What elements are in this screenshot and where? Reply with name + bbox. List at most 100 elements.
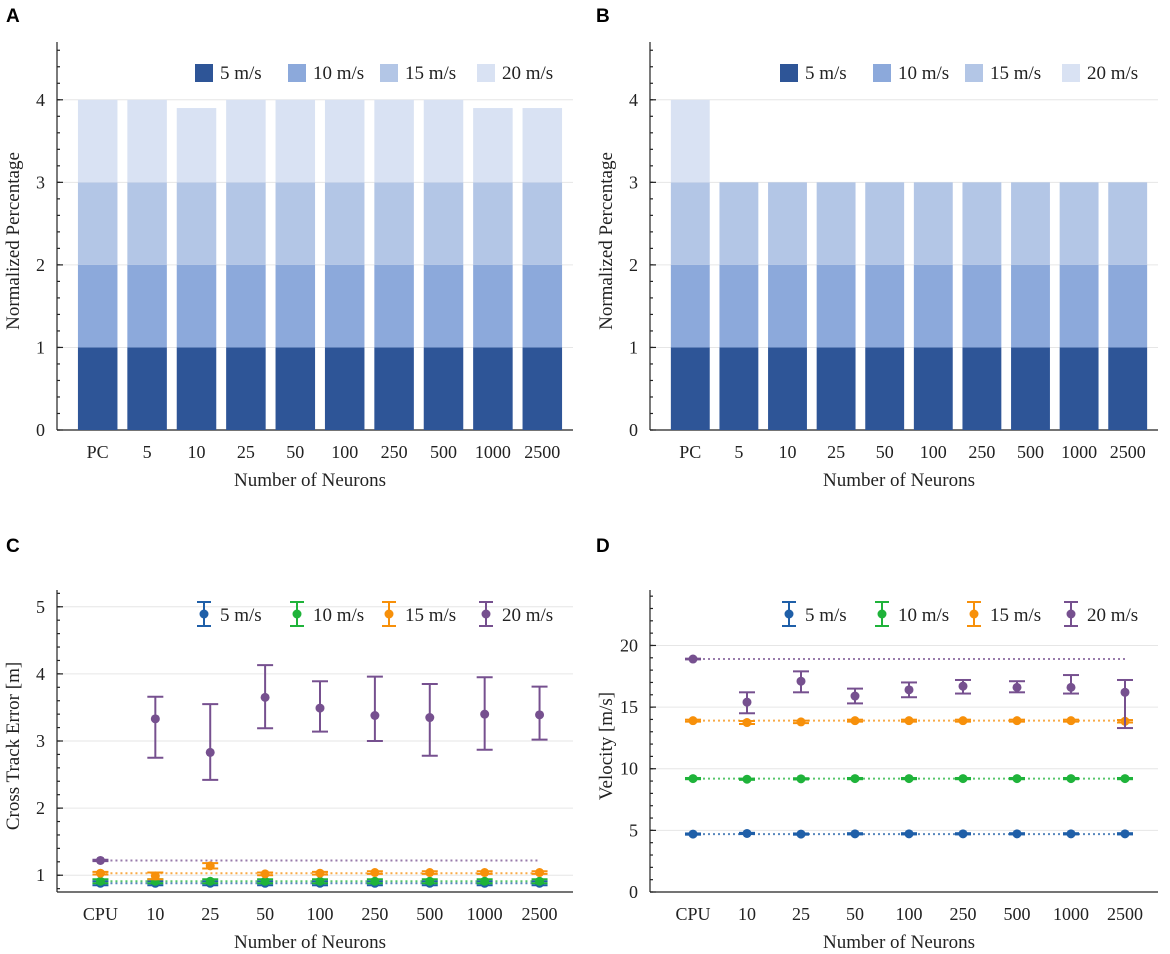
x-axis-title: Number of Neurons (823, 470, 975, 491)
legend-item: 15 m/s (380, 63, 456, 84)
bar-15-m-s (226, 182, 266, 265)
panel-b: B 0 1 2 3 4 PC 5 10 25 50 100 250 500 1000 2500 Number o… (596, 6, 1158, 491)
legend: 5 m/s 10 m/s 15 m/s 20 m/s (782, 601, 1138, 627)
x-axis-title: Number of Neurons (823, 932, 975, 953)
x-tick-label: 500 (1017, 442, 1044, 462)
bar-15-m-s (127, 182, 167, 265)
legend-label: 5 m/s (805, 605, 847, 626)
bar-20-m-s (127, 99, 167, 183)
data-point (260, 692, 270, 702)
y-tick-label: 0 (629, 882, 638, 902)
legend-swatch (288, 64, 306, 82)
bar-15-m-s (77, 182, 118, 265)
y-tick-label: 15 (620, 697, 638, 717)
x-tick-label: 25 (827, 442, 845, 462)
data-point (150, 714, 160, 724)
bar-10-m-s (77, 264, 118, 348)
legend-swatch-dot (481, 609, 491, 619)
legend-swatch-dot (784, 609, 794, 619)
legend-swatch (380, 64, 398, 82)
legend-swatch-dot (969, 609, 979, 619)
bar-15-m-s (275, 182, 316, 265)
x-tick-label: 5 (734, 442, 743, 462)
legend-label: 10 m/s (898, 63, 949, 84)
bar-20-m-s (473, 108, 513, 183)
x-tick-label: 10 (779, 442, 797, 462)
x-tick-label: 25 (237, 442, 255, 462)
bar-5-m-s (768, 347, 807, 430)
legend-swatch-dot (292, 609, 302, 619)
bar-15-m-s (1059, 182, 1099, 265)
legend-label: 5 m/s (805, 63, 847, 84)
legend-item: 10 m/s (873, 63, 949, 84)
legend-label: 10 m/s (898, 605, 949, 626)
legend-item: 5 m/s (782, 601, 847, 627)
bar-5-m-s (1011, 347, 1050, 430)
data-point (688, 716, 698, 726)
data-point (205, 876, 215, 886)
x-tick-label: 250 (361, 904, 388, 924)
y-tick-label: 10 (620, 759, 638, 779)
legend-label: 20 m/s (1087, 605, 1138, 626)
x-tick-label: 100 (307, 904, 334, 924)
data-point (260, 869, 270, 879)
x-tick-label: CPU (675, 904, 710, 924)
x-tick-label: CPU (83, 904, 118, 924)
x-tick-label: 2500 (524, 442, 560, 462)
y-tick-label: 4 (36, 90, 45, 110)
legend-label: 10 m/s (313, 605, 364, 626)
data-point (95, 855, 105, 865)
bar-5-m-s (127, 347, 167, 430)
panel-letter: C (6, 536, 20, 557)
bar-15-m-s (1011, 182, 1050, 265)
legend-label: 20 m/s (1087, 63, 1138, 84)
bar-15-m-s (719, 182, 759, 265)
bar-20-m-s (522, 108, 563, 183)
bar-10-m-s (816, 264, 856, 348)
data-point (95, 868, 105, 878)
data-point (688, 654, 698, 664)
bar-5-m-s (1108, 347, 1148, 430)
bar-5-m-s (275, 347, 316, 430)
bar-10-m-s (865, 264, 905, 348)
panel-d: D 0 5 10 15 20 CPU 10 25 50 100 250 500 1000 2500 Numbe… (596, 536, 1158, 953)
data-point (850, 716, 860, 726)
legend-item: 15 m/s (965, 63, 1041, 84)
y-tick-label: 1 (629, 337, 638, 357)
data-point (796, 774, 806, 784)
bar-15-m-s (1108, 182, 1148, 265)
x-tick-label: 1000 (1061, 442, 1097, 462)
bar-20-m-s (275, 99, 316, 183)
y-tick-label: 3 (36, 172, 45, 192)
data-point (1012, 774, 1022, 784)
bar-5-m-s (816, 347, 856, 430)
legend-item: 15 m/s (967, 601, 1041, 627)
y-tick-label: 3 (36, 731, 45, 751)
plot-marks (77, 99, 563, 430)
bar-15-m-s (423, 182, 464, 265)
data-point (688, 829, 698, 839)
x-tick-label: 1000 (1053, 904, 1089, 924)
y-tick-label: 0 (36, 420, 45, 440)
data-point (1120, 829, 1130, 839)
x-tick-label: 2500 (1107, 904, 1143, 924)
bar-5-m-s (719, 347, 759, 430)
bar-5-m-s (423, 347, 464, 430)
legend-swatch (965, 64, 983, 82)
data-point (958, 774, 968, 784)
data-point (315, 868, 325, 878)
bar-5-m-s (226, 347, 266, 430)
y-axis-title: Velocity [m/s] (596, 692, 617, 800)
legend: 5 m/s 10 m/s 15 m/s 20 m/s (195, 63, 553, 84)
x-tick-label: PC (679, 442, 701, 462)
bar-10-m-s (1059, 264, 1099, 348)
data-point (958, 716, 968, 726)
y-tick-label: 5 (629, 820, 638, 840)
bar-10-m-s (127, 264, 167, 348)
data-point (742, 774, 752, 784)
x-tick-label: 10 (738, 904, 756, 924)
data-point (95, 876, 105, 886)
x-tick-label: 1000 (475, 442, 511, 462)
data-point (1066, 682, 1076, 692)
plot-marks (92, 664, 548, 888)
